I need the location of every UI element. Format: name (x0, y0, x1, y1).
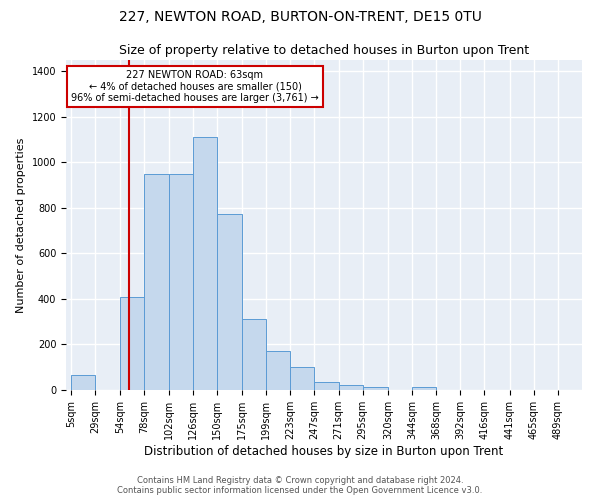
Bar (121, 296, 145, 390)
Text: 227 NEWTON ROAD: 63sqm
← 4% of detached houses are smaller (150)
96% of semi-det: 227 NEWTON ROAD: 63sqm ← 4% of detached … (71, 70, 319, 103)
Bar (145, 174, 169, 390)
Bar (412, 386, 436, 390)
Bar (169, 174, 193, 390)
Bar (266, 352, 290, 390)
X-axis label: Distribution of detached houses by size in Burton upon Trent: Distribution of detached houses by size … (145, 444, 503, 458)
Text: Contains HM Land Registry data © Crown copyright and database right 2024.
Contai: Contains HM Land Registry data © Crown c… (118, 476, 482, 495)
Bar (338, 386, 363, 390)
Bar (71, 375, 95, 390)
Bar (242, 320, 266, 390)
Bar (217, 214, 242, 390)
Bar (290, 367, 314, 390)
Bar (193, 138, 217, 390)
Title: Size of property relative to detached houses in Burton upon Trent: Size of property relative to detached ho… (119, 44, 529, 58)
Text: 227, NEWTON ROAD, BURTON-ON-TRENT, DE15 0TU: 227, NEWTON ROAD, BURTON-ON-TRENT, DE15 … (119, 10, 481, 24)
Bar (314, 382, 338, 390)
Y-axis label: Number of detached properties: Number of detached properties (16, 138, 26, 312)
Bar (363, 386, 388, 390)
